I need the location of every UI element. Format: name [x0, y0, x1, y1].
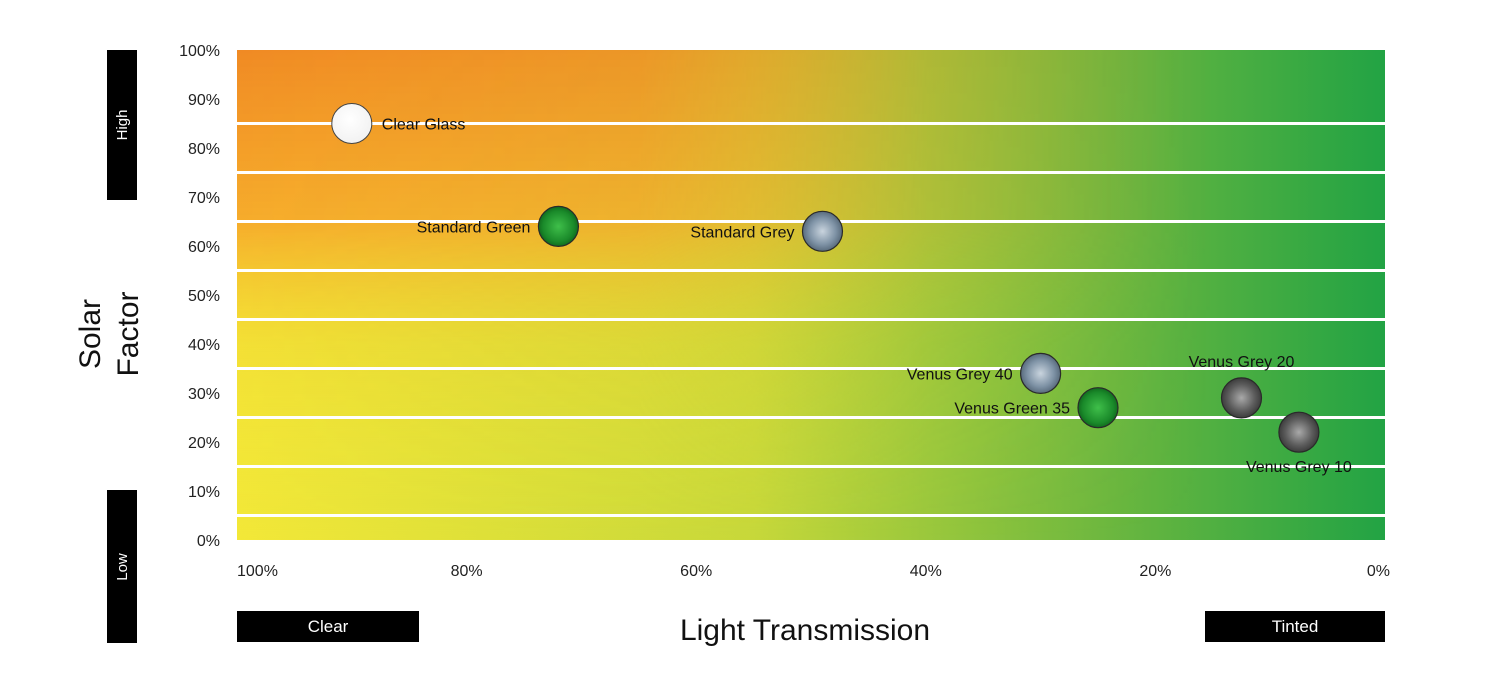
high-bar	[107, 50, 137, 200]
point-venus-green-35	[1077, 387, 1119, 429]
y-tick-label: 80%	[188, 141, 220, 158]
x-tick-label: 40%	[910, 563, 942, 580]
y-tick-label: 100%	[179, 43, 220, 60]
point-venus-grey-10	[1278, 411, 1320, 453]
y-axis-title-line2: Factor	[112, 291, 145, 376]
low-bar	[107, 490, 137, 643]
x-tick-label: 20%	[1139, 563, 1171, 580]
y-tick-label: 0%	[197, 533, 220, 550]
point-label-standard-green: Standard Green	[417, 219, 531, 236]
y-tick-label: 10%	[188, 484, 220, 501]
x-tick-label: 100%	[237, 563, 278, 580]
x-axis-title: Light Transmission	[680, 614, 930, 647]
point-venus-grey-40	[1019, 352, 1062, 394]
x-tick-label: 60%	[680, 563, 712, 580]
data-points: Clear Glass Standard Green Standard Grey Ve…	[331, 103, 1352, 476]
y-tick-label: 70%	[188, 190, 220, 207]
tinted-label: Tinted	[1272, 617, 1319, 636]
x-tick-label: 80%	[451, 563, 483, 580]
y-tick-label: 20%	[188, 435, 220, 452]
x-tick-label: 0%	[1367, 563, 1390, 580]
point-label-venus-grey-20: Venus Grey 20	[1189, 354, 1295, 371]
y-tick-label: 40%	[188, 337, 220, 354]
point-label-venus-grey-40: Venus Grey 40	[907, 366, 1013, 383]
plot-warm-overlay	[237, 50, 1385, 540]
point-label-standard-grey: Standard Grey	[690, 224, 794, 241]
point-standard-green	[537, 205, 580, 247]
y-tick-label: 90%	[188, 92, 220, 109]
high-label: High	[114, 110, 131, 141]
point-label-venus-grey-10: Venus Grey 10	[1246, 459, 1352, 476]
clear-label: Clear	[308, 617, 349, 636]
point-venus-grey-20	[1220, 377, 1263, 419]
x-tick-labels: 100% 80% 60% 40% 20% 0%	[237, 563, 1390, 580]
tinted-bar	[1205, 611, 1385, 642]
y-tick-label: 50%	[188, 288, 220, 305]
y-tick-label: 60%	[188, 239, 220, 256]
low-label: Low	[114, 553, 131, 581]
point-label-clear-glass: Clear Glass	[382, 117, 466, 134]
clear-bar	[237, 611, 419, 642]
y-tick-labels: 100% 90% 80% 70% 60% 50% 40% 30% 20% 10% 0%	[179, 43, 220, 550]
point-label-venus-green-35: Venus Green 35	[954, 401, 1070, 418]
point-clear-glass	[331, 103, 373, 144]
point-standard-grey	[801, 210, 844, 252]
y-tick-label: 30%	[188, 386, 220, 403]
y-axis-title-line1: Solar	[74, 299, 107, 369]
